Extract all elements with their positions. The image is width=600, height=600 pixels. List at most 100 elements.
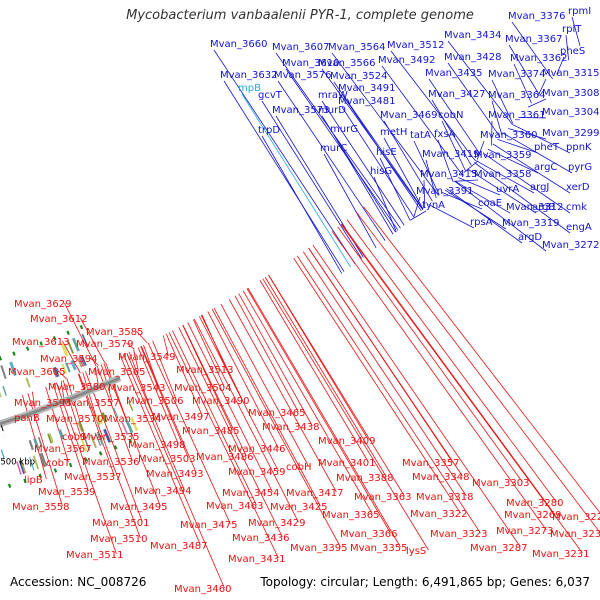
reverse-gene-label: Mvan_3465 — [248, 408, 305, 419]
reverse-gene-label: Mvan_3459 — [228, 467, 285, 478]
forward-gene-label: cobN — [438, 110, 463, 121]
reverse-leader-line — [220, 303, 309, 467]
reverse-leader-line — [62, 379, 85, 449]
accession-text: Accession: NC_008726 — [10, 575, 147, 589]
reverse-gene-label: Mvan_3269 — [504, 510, 561, 521]
forward-leader-line — [447, 40, 513, 125]
reverse-gene-label: Mvan_3494 — [134, 486, 191, 497]
forward-leader-line — [463, 160, 479, 173]
reverse-leader-line — [85, 370, 143, 523]
feature-block — [78, 356, 85, 367]
forward-gene-label: Mvan_3524 — [330, 71, 387, 82]
reverse-leader-line — [346, 219, 557, 503]
gene-arrow — [93, 370, 97, 377]
forward-gene-label: Mvan_3435 — [425, 68, 482, 79]
feature-block — [80, 356, 86, 367]
forward-gene-label: Mvan_3607 — [272, 42, 329, 53]
reverse-gene-label: Mvan_3460 — [174, 584, 231, 595]
forward-leader-line — [285, 68, 399, 231]
forward-gene-label: hisE — [376, 147, 397, 158]
reverse-leader-line — [213, 307, 321, 507]
gene-arrow — [20, 428, 23, 435]
reverse-leader-line — [200, 315, 243, 401]
forward-leader-line — [483, 153, 571, 214]
forward-leader-line — [413, 196, 421, 218]
forward-leader-line — [441, 120, 466, 172]
gc-mark — [83, 457, 88, 462]
reverse-gene-label: Mvan_3355 — [350, 543, 407, 554]
reverse-leader-line — [198, 316, 279, 472]
feature-block — [40, 452, 48, 467]
feature-block — [96, 431, 104, 446]
kbp-label: 3500 kbp — [0, 458, 35, 468]
reverse-leader-line — [168, 332, 279, 559]
feature-block — [97, 414, 103, 425]
feature-block — [20, 459, 27, 474]
forward-gene-label: Mvan_3299 — [542, 128, 599, 139]
gene-arrow — [1, 405, 4, 411]
reverse-gene-label: Mvan_3539 — [38, 487, 95, 498]
gene-arrow — [47, 417, 51, 426]
reverse-gene-label: Mvan_3425 — [270, 502, 327, 513]
forward-gene-label: Mvan_3434 — [444, 30, 501, 41]
forward-leader-line — [223, 80, 345, 272]
reverse-gene-label: Mvan_3357 — [402, 458, 459, 469]
forward-gene-label: Mvan_3660 — [210, 39, 267, 50]
feature-block — [81, 355, 87, 366]
reverse-gene-label: lipB — [24, 475, 43, 486]
gc-mark — [53, 468, 58, 473]
reverse-gene-label: Mvan_3486 — [196, 452, 253, 463]
forward-leader-line — [333, 134, 394, 235]
gene-arrow — [50, 387, 53, 395]
reverse-gene-label: Mvan_3537 — [64, 472, 121, 483]
kbp-scale: 4000 kbp3950 kbp3900 kbp3850 kbp3800 kbp… — [0, 425, 35, 468]
gene-arrow — [63, 413, 66, 419]
reverse-gene-label: Mvan_3504 — [174, 383, 231, 394]
reverse-gene-label: Mvan_3501 — [92, 518, 149, 529]
forward-gene-label: mraW — [318, 90, 348, 101]
forward-leader-line — [379, 157, 411, 221]
reverse-leader-line — [182, 324, 247, 457]
gene-arrow — [114, 392, 117, 398]
feature-block — [103, 428, 111, 443]
feature-block — [52, 367, 58, 378]
reverse-gene-label: Mvan_3511 — [66, 550, 123, 561]
reverse-gene-label: Mvan_3429 — [248, 518, 305, 529]
gc-mark — [66, 330, 70, 336]
reverse-leader-line — [94, 366, 99, 387]
forward-gene-label: engA — [566, 222, 592, 233]
reverse-leader-line — [337, 226, 523, 483]
forward-leader-line — [518, 117, 547, 119]
gc-ring-outer — [7, 438, 133, 488]
forward-leader-line — [491, 100, 503, 136]
forward-leader-line — [341, 106, 415, 218]
reverse-gene-label: Mvan_3497 — [152, 412, 209, 423]
forward-leader-line — [341, 93, 422, 212]
feature-block — [58, 429, 65, 440]
forward-leader-line — [277, 80, 386, 241]
forward-gene-label: Mvan_3358 — [474, 169, 531, 180]
reverse-gene-label: Mvan_3388 — [336, 473, 393, 484]
reverse-gene-label: Mvan_3503 — [138, 454, 195, 465]
reverse-gene-label: Mvan_3348 — [412, 472, 469, 483]
gc-mark — [12, 351, 16, 356]
forward-gene-label: Mvan_3428 — [444, 52, 501, 63]
reverse-gene-label: Mvan_3475 — [180, 520, 237, 531]
forward-leader-line — [383, 137, 424, 210]
reverse-leader-line — [103, 363, 161, 507]
reverse-gene-label: panB — [14, 413, 40, 424]
reverse-leader-line — [268, 274, 405, 497]
reverse-gene-label: Mvan_3498 — [128, 440, 185, 451]
forward-gene-label: tatA — [410, 130, 431, 141]
reverse-strand-labels: Mvan_3629 Mvan_3612 Mvan_3585 Mvan_3613 Mvan… — [8, 299, 600, 595]
gene-arrow — [45, 419, 48, 426]
reverse-gene-label: Mvan_3318 — [416, 492, 473, 503]
reverse-gene-label: Mvan_3558 — [12, 502, 69, 513]
reverse-leader-line — [182, 325, 233, 431]
forward-gene-label: Mvan_3491 — [338, 83, 395, 94]
reverse-leader-line — [126, 342, 135, 350]
reverse-gene-label: Mvan_3612 — [30, 314, 87, 325]
feature-block — [121, 421, 129, 436]
feature-block — [47, 433, 53, 444]
forward-leader-line — [511, 123, 571, 154]
